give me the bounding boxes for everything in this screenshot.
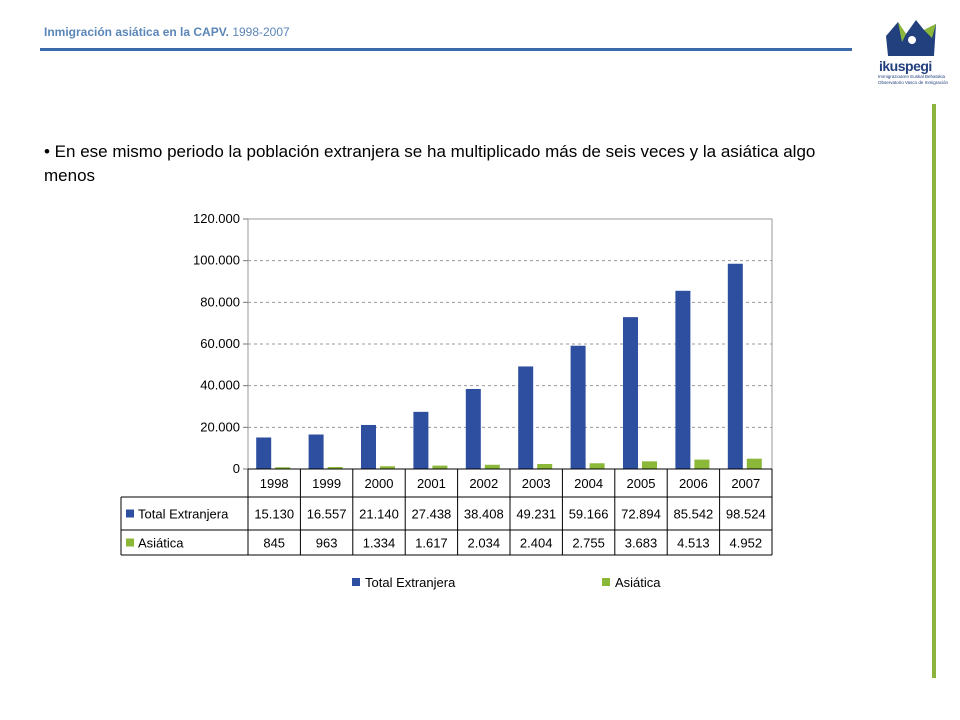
bar-total-extranjera [675, 290, 691, 469]
bullet-text: • En ese mismo periodo la población extr… [44, 142, 816, 185]
y-tick-label: 60.000 [200, 336, 240, 351]
x-tick-label: 2003 [522, 476, 551, 491]
logo-subtitle-1: Immigrazioaren Euskal Behatokia [878, 74, 946, 79]
bar-total-extranjera [465, 388, 481, 469]
y-tick-label: 0 [233, 461, 240, 476]
bar-total-extranjera [570, 345, 586, 469]
data-label: 21.140 [359, 507, 399, 522]
page-title: Inmigración asiática en la CAPV. 1998-20… [44, 25, 290, 39]
x-tick-label: 2004 [574, 476, 603, 491]
bar-total-extranjera [413, 411, 429, 469]
data-label: 15.130 [254, 507, 294, 522]
y-tick-label: 80.000 [200, 294, 240, 309]
table-legend-key [126, 509, 134, 518]
data-label: 38.408 [464, 507, 504, 522]
bar-asiatica [484, 464, 500, 469]
title-years: 1998-2007 [232, 25, 290, 39]
y-tick-label: 120.000 [193, 211, 240, 226]
table-legend-key [126, 538, 134, 547]
legend-key [602, 578, 610, 586]
data-label: 85.542 [674, 507, 714, 522]
x-tick-label: 2001 [417, 476, 446, 491]
bar-total-extranjera [518, 366, 534, 469]
bar-asiatica [642, 461, 657, 469]
data-label: 98.524 [726, 507, 766, 522]
data-label: 1.334 [363, 536, 396, 551]
data-label: 4.952 [730, 536, 763, 551]
table-row-label: Asiática [138, 536, 184, 551]
x-tick-label: 2006 [679, 476, 708, 491]
bar-asiatica [275, 467, 291, 469]
bar-total-extranjera [623, 317, 638, 469]
bar-asiatica [380, 466, 395, 469]
title-main: Inmigración asiática en la CAPV. [44, 25, 229, 39]
legend-label: Asiática [615, 575, 661, 590]
bar-asiatica [746, 458, 762, 469]
bar-total-extranjera [256, 437, 272, 469]
x-tick-label: 2007 [731, 476, 760, 491]
bar-total-extranjera [727, 263, 743, 469]
legend-key [352, 578, 360, 586]
y-tick-label: 40.000 [200, 378, 240, 393]
bar-asiatica [327, 466, 343, 469]
x-tick-label: 2000 [365, 476, 394, 491]
data-label: 16.557 [307, 507, 347, 522]
bar-asiatica [432, 465, 448, 469]
data-label: 963 [316, 536, 338, 551]
side-accent-bar [932, 104, 936, 678]
bar-total-extranjera [361, 424, 376, 469]
data-label: 1.617 [415, 536, 448, 551]
data-label: 2.034 [468, 536, 501, 551]
data-label: 2.404 [520, 536, 553, 551]
y-tick-label: 100.000 [193, 253, 240, 268]
title-rule [40, 48, 852, 51]
data-label: 845 [263, 536, 285, 551]
data-label: 3.683 [625, 536, 658, 551]
logo-subtitle-2: Observatorio Vasco de Inmigración [878, 80, 948, 85]
x-tick-label: 1998 [260, 476, 289, 491]
bar-total-extranjera [308, 434, 324, 469]
x-tick-label: 1999 [312, 476, 341, 491]
bar-asiatica [589, 463, 605, 469]
data-label: 49.231 [516, 507, 556, 522]
y-tick-label: 20.000 [200, 419, 240, 434]
logo-word: ikuspegi [879, 58, 932, 74]
table-row-label: Total Extranjera [138, 507, 229, 522]
data-label: 27.438 [412, 507, 452, 522]
data-label: 4.513 [677, 536, 710, 551]
data-label: 2.755 [572, 536, 605, 551]
data-label: 59.166 [569, 507, 609, 522]
x-tick-label: 2002 [469, 476, 498, 491]
legend-label: Total Extranjera [365, 575, 456, 590]
bar-asiatica [694, 459, 710, 469]
data-label: 72.894 [621, 507, 661, 522]
x-tick-label: 2005 [627, 476, 656, 491]
bar-asiatica [537, 463, 553, 469]
ikuspegi-logo-icon [886, 20, 936, 56]
